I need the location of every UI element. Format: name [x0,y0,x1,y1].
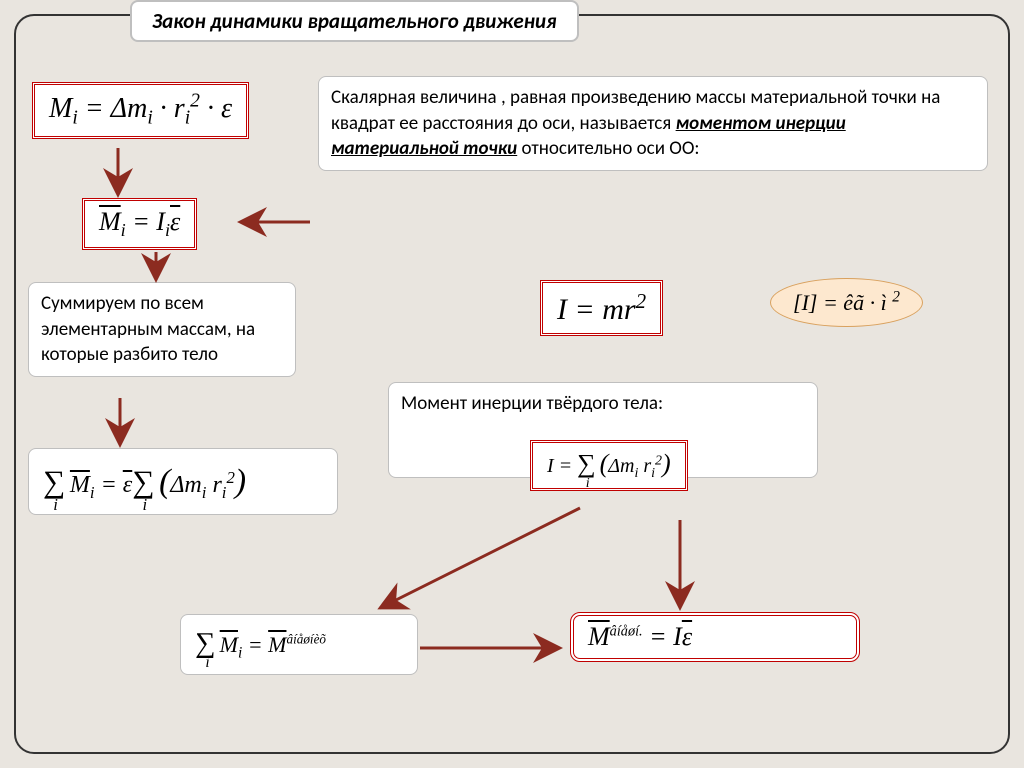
f3-sum: ∑ [43,464,65,499]
f1-p3: 2 [190,91,200,112]
formula-i-sum: I = ∑i(Δmi ri2) [530,440,688,491]
ff: Mâíåøí. = Iε [588,622,692,651]
ff-sp: âíåøí. [610,623,643,639]
f2-v: M [99,207,121,236]
fIs-rp: 2 [655,453,662,468]
fIs-r: r [638,455,651,477]
fel-M2: M [268,632,286,657]
f1-v: M [49,93,72,124]
u-s: 2 [892,289,900,306]
formula-final: Mâíåøí. = Iε [570,612,860,662]
f2-ep: ε [170,207,180,236]
fIs-c: ) [662,449,671,478]
formula-m-ieps: Mi = Iiε [82,198,197,250]
unit: [I] = êã · ì 2 [793,290,900,315]
f2-e: = I [126,207,165,236]
formula-moment-i: Mi = Δmi · ri2 · ε [32,82,249,139]
fIs-o: ( [600,449,609,478]
def-t2: относительно оси ОО: [522,137,700,160]
definition-box: Скалярная величина , равная произведению… [318,76,988,171]
f2: Mi = Iiε [99,207,180,236]
f1: Mi = Δmi · ri2 · ε [49,93,232,124]
f1-e: = Δ [78,93,127,124]
f1-m: · r [153,93,185,124]
ff-e: = I [643,622,682,651]
f3-M: M [70,472,90,498]
text-sum-box: Суммируем по всем элементарным массам, н… [28,282,296,377]
f3-si2: i [142,495,147,514]
title-text: Закон динамики вращательного движения [152,8,557,34]
fIs-sum: ∑ [577,449,596,478]
u-v: I [802,290,809,315]
fI: I = mr2 [557,293,646,326]
fI-s: 2 [636,289,647,313]
page-title: Закон динамики вращательного движения [130,0,579,42]
fIs-si: i [586,476,590,491]
fel-M: M [220,632,238,657]
f3-r: r [206,472,221,498]
f3: ∑iMi = ε∑i(Δmi ri2) [43,472,246,498]
formula-inertia: I = mr2 [540,280,663,336]
f3-o: ( [159,463,170,500]
ff-ep: ε [682,622,692,651]
fIs: I = ∑i(Δmi ri2) [547,455,671,477]
text-sum: Суммируем по всем элементарным массам, н… [41,292,255,366]
f1-v2: m [127,93,147,124]
fI-e: = mr [567,293,636,326]
def-t1: Скалярная величина , равная произведению… [331,86,940,135]
fI-l: I [557,293,567,326]
f3-Mi: i [90,483,95,502]
fIs-l: I = [547,455,577,477]
fIs-dm: Δm [608,455,634,477]
fel: ∑iMi = Mâíåøíèõ [195,632,326,657]
fel-e: = [242,632,268,657]
f3-c: ) [235,463,246,500]
formula-sum-box: ∑iMi = ε∑i(Δmi ri2) [28,448,338,515]
u-o: [ [793,290,802,315]
u-c: ] = êã · ì [809,290,892,315]
f3-si: i [53,495,58,514]
formula-ext-left: ∑iMi = Mâíåøíèõ [180,614,418,675]
fel-si: i [205,654,209,671]
f1-t: · ε [200,93,232,124]
f3-s2: ∑ [132,464,154,499]
solid-text: Момент инерции твёрдого тела: [401,392,663,415]
f3-rp: 2 [226,468,234,487]
f3-e: ε [123,472,132,498]
unit-oval: [I] = êã · ì 2 [770,278,923,327]
f3-dm: Δm [170,472,201,498]
ff-M: M [588,622,610,651]
fel-sp: âíåøíèõ [286,632,326,647]
